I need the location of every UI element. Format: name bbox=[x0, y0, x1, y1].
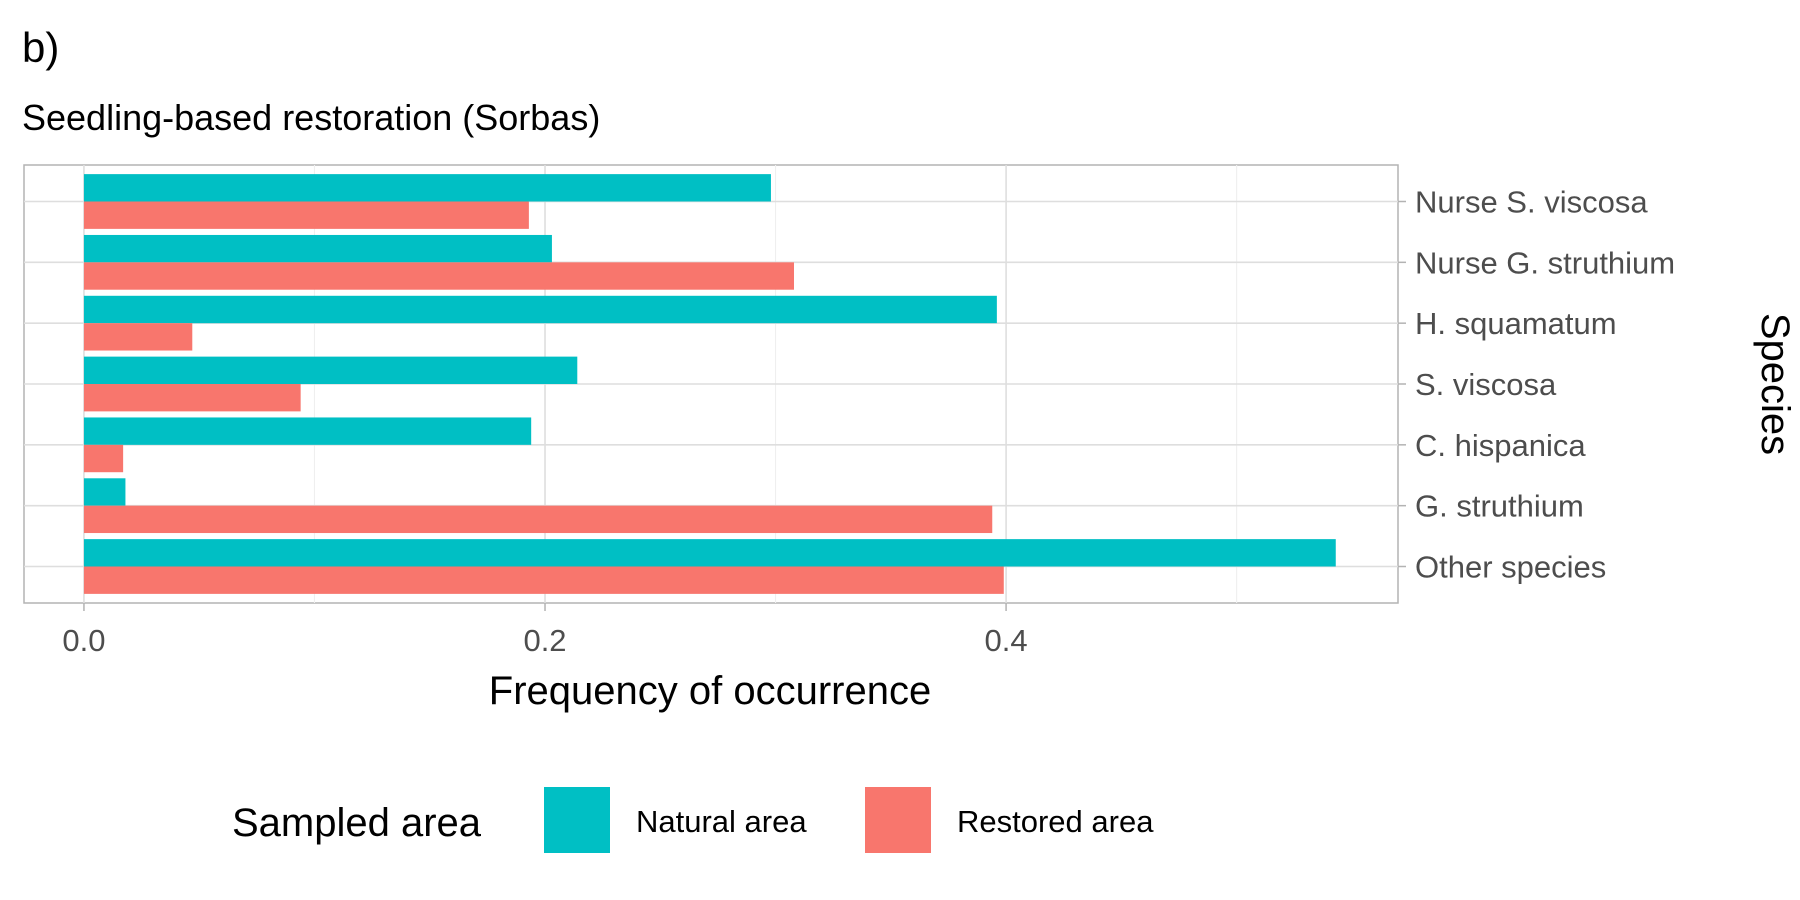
legend-key-restored bbox=[865, 787, 931, 853]
y-tick-label: Other species bbox=[1415, 550, 1606, 585]
bar-restored bbox=[83, 262, 794, 290]
y-axis-ticks: Nurse S. viscosa Nurse G. struthium H. squ… bbox=[1398, 185, 1675, 585]
bar-natural bbox=[83, 295, 997, 324]
legend-title: Sampled area bbox=[232, 801, 482, 845]
y-tick-label: Nurse G. struthium bbox=[1415, 245, 1675, 280]
bars bbox=[83, 174, 1336, 594]
x-tick-label: 0.4 bbox=[985, 623, 1028, 658]
bar-restored bbox=[83, 323, 193, 351]
bar-natural bbox=[83, 478, 126, 506]
panel-tag: b) bbox=[22, 24, 59, 71]
y-axis-title: Species bbox=[1753, 313, 1797, 455]
bar-natural bbox=[83, 417, 532, 445]
bar-natural bbox=[83, 356, 578, 384]
chart-subtitle: Seedling-based restoration (Sorbas) bbox=[22, 97, 600, 138]
y-tick-label: Nurse S. viscosa bbox=[1415, 185, 1648, 220]
legend: Sampled area Natural area Restored area bbox=[232, 787, 1154, 853]
y-tick-label: H. squamatum bbox=[1415, 306, 1617, 341]
bar-restored bbox=[83, 384, 301, 412]
legend-key-natural bbox=[544, 787, 610, 853]
y-tick-label: C. hispanica bbox=[1415, 428, 1586, 463]
y-tick-label: S. viscosa bbox=[1415, 367, 1557, 402]
bar-natural bbox=[83, 234, 552, 263]
bar-natural bbox=[83, 539, 1336, 567]
bar-restored bbox=[83, 566, 1004, 594]
x-tick-label: 0.0 bbox=[62, 623, 105, 658]
x-axis-ticks: 0.0 0.2 0.4 bbox=[62, 603, 1028, 658]
legend-label-restored: Restored area bbox=[957, 804, 1154, 839]
bar-natural bbox=[83, 174, 771, 202]
y-tick-label: G. struthium bbox=[1415, 489, 1584, 524]
legend-label-natural: Natural area bbox=[636, 804, 807, 839]
x-tick-label: 0.2 bbox=[523, 623, 566, 658]
bar-restored bbox=[83, 201, 529, 229]
bar-restored bbox=[83, 505, 993, 534]
x-axis-title: Frequency of occurrence bbox=[489, 669, 931, 713]
bar-restored bbox=[83, 444, 124, 473]
